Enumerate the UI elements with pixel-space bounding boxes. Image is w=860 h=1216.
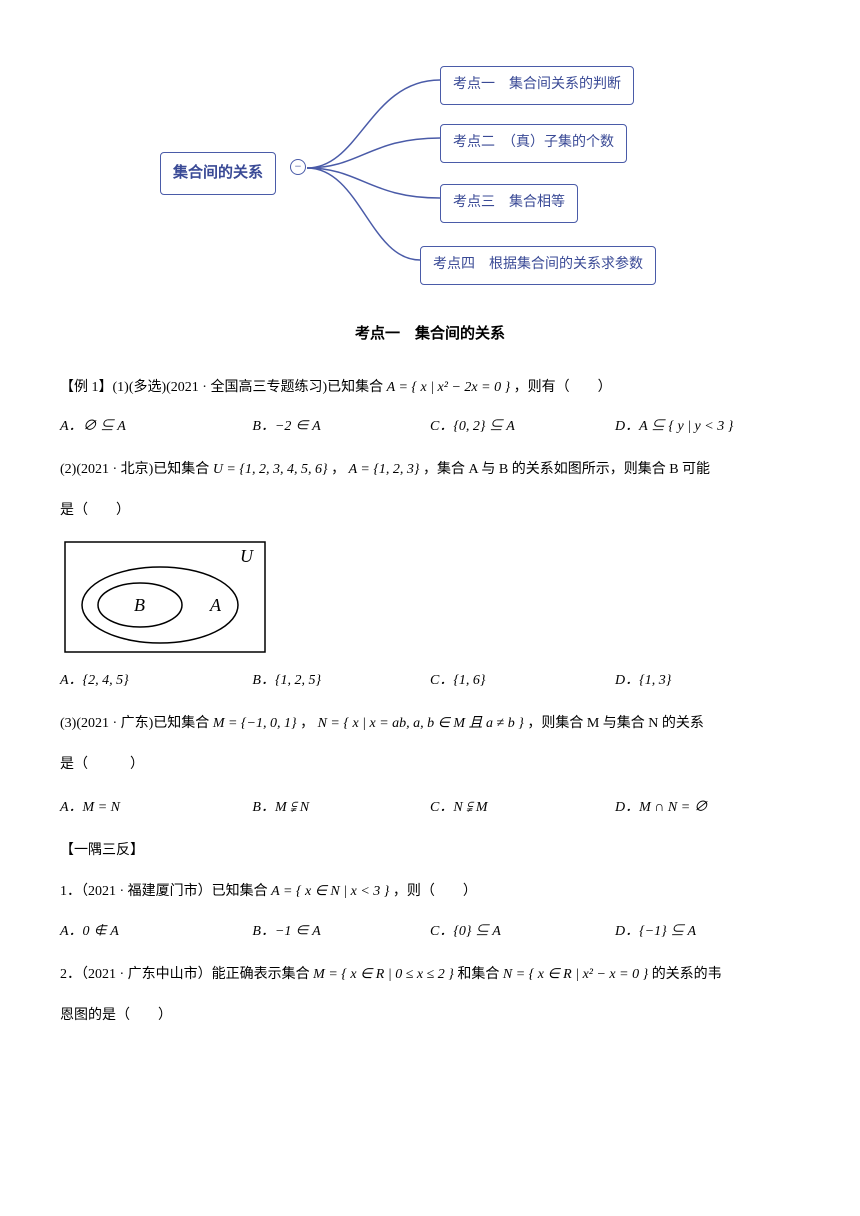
option-a: A．M = N — [60, 794, 252, 822]
ex1-3-options: A．M = N B．M ⫋ N C．N ⫋ M D．M ∩ N = ∅ — [60, 794, 800, 822]
example-1-3: (3)(2021 · 广东)已知集合 M = {−1, 0, 1} ， N = … — [60, 709, 800, 740]
option-a: A．∅ ⊆ A — [60, 413, 252, 441]
option-c: C．{0} ⊆ A — [430, 918, 615, 946]
mindmap-node-4: 考点四 根据集合间的关系求参数 — [420, 246, 656, 285]
q1-suffix: ，则（ ） — [393, 884, 477, 899]
section-title: 考点一 集合间的关系 — [60, 320, 800, 349]
mindmap-root: 集合间的关系 — [160, 152, 276, 195]
venn-A-label: A — [209, 595, 222, 615]
option-d: D．M ∩ N = ∅ — [615, 794, 800, 822]
q2-setN: N = { x ∈ R | x² − x = 0 } — [503, 967, 648, 982]
ex1-2-options: A．{2, 4, 5} B．{1, 2, 5} C．{1, 6} D．{1, 3… — [60, 667, 800, 695]
q1-options: A．0 ∉ A B．−1 ∈ A C．{0} ⊆ A D．{−1} ⊆ A — [60, 918, 800, 946]
q2-prefix: 2．（2021 · 广东中山市）能正确表示集合 — [60, 967, 313, 982]
ex1-3-setN: N = { x | x = ab, a, b ∈ M 且 a ≠ b } — [318, 716, 524, 731]
practice-header: 【一隅三反】 — [60, 836, 800, 867]
q2-setM: M = { x ∈ R | 0 ≤ x ≤ 2 } — [313, 967, 454, 982]
venn-U-label: U — [240, 546, 254, 566]
mindmap-node-3: 考点三 集合相等 — [440, 184, 578, 223]
ex1-2-prefix: (2)(2021 · 北京)已知集合 — [60, 462, 213, 477]
mindmap-node-2: 考点二 （真）子集的个数 — [440, 124, 627, 163]
ex1-2-tail: ，集合 A 与 B 的关系如图所示，则集合 B 可能 — [423, 462, 710, 477]
q2-tail2: 恩图的是（ ） — [60, 1001, 800, 1032]
example-1-1: 【例 1】(1)(多选)(2021 · 全国高三专题练习)已知集合 A = { … — [60, 373, 800, 404]
ex1-3-setM: M = {−1, 0, 1} — [213, 716, 297, 731]
ex1-1-set: A = { x | x² − 2x = 0 } — [387, 380, 511, 395]
venn-B-label: B — [134, 595, 145, 615]
option-b: B．{1, 2, 5} — [252, 667, 430, 695]
venn-diagram: U A B — [60, 537, 270, 657]
mindmap-node-1: 考点一 集合间关系的判断 — [440, 66, 634, 105]
option-d: D．A ⊆ { y | y < 3 } — [615, 413, 800, 441]
option-c: C．{1, 6} — [430, 667, 615, 695]
q2: 2．（2021 · 广东中山市）能正确表示集合 M = { x ∈ R | 0 … — [60, 960, 800, 991]
example-1-2: (2)(2021 · 北京)已知集合 U = {1, 2, 3, 4, 5, 6… — [60, 455, 800, 486]
q1-prefix: 1．（2021 · 福建厦门市）已知集合 — [60, 884, 271, 899]
option-b: B．−1 ∈ A — [252, 918, 430, 946]
ex1-1-prefix: 【例 1】(1)(多选)(2021 · 全国高三专题练习)已知集合 — [60, 380, 387, 395]
option-a: A．{2, 4, 5} — [60, 667, 252, 695]
ex1-1-options: A．∅ ⊆ A B．−2 ∈ A C．{0, 2} ⊆ A D．A ⊆ { y … — [60, 413, 800, 441]
ex1-1-suffix: ，则有（ ） — [514, 380, 612, 395]
option-d: D．{−1} ⊆ A — [615, 918, 800, 946]
ex1-2-setU: U = {1, 2, 3, 4, 5, 6} — [213, 462, 328, 477]
q2-tail: 的关系的韦 — [652, 967, 722, 982]
ex1-3-tail: ，则集合 M 与集合 N 的关系 — [527, 716, 704, 731]
ex1-2-mid: ， — [331, 462, 345, 477]
q1-setA: A = { x ∈ N | x < 3 } — [271, 884, 389, 899]
mindmap: 集合间的关系 − 考点一 集合间关系的判断 考点二 （真）子集的个数 考点三 集… — [160, 60, 700, 290]
option-c: C．N ⫋ M — [430, 794, 615, 822]
ex1-2-tail2: 是（ ） — [60, 496, 800, 527]
q1: 1．（2021 · 福建厦门市）已知集合 A = { x ∈ N | x < 3… — [60, 877, 800, 908]
ex1-3-prefix: (3)(2021 · 广东)已知集合 — [60, 716, 213, 731]
ex1-3-tail2: 是（ ） — [60, 750, 800, 781]
option-a: A．0 ∉ A — [60, 918, 252, 946]
option-b: B．−2 ∈ A — [252, 413, 430, 441]
option-b: B．M ⫋ N — [252, 794, 430, 822]
option-d: D．{1, 3} — [615, 667, 800, 695]
ex1-3-mid: ， — [300, 716, 314, 731]
collapse-icon: − — [290, 159, 306, 175]
q2-mid: 和集合 — [457, 967, 503, 982]
ex1-2-setA: A = {1, 2, 3} — [349, 462, 420, 477]
option-c: C．{0, 2} ⊆ A — [430, 413, 615, 441]
